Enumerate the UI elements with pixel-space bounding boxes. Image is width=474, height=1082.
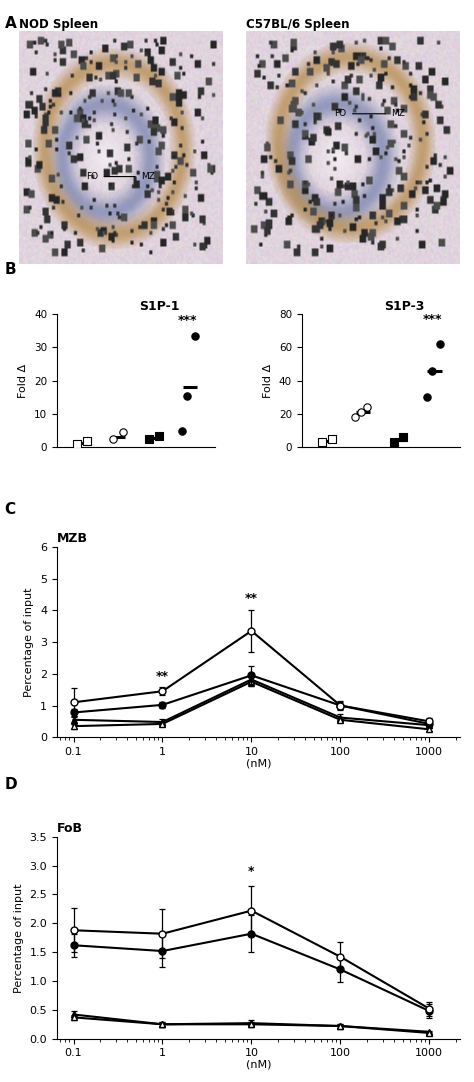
Point <box>183 387 191 405</box>
Point <box>155 427 162 445</box>
Point <box>328 431 336 448</box>
Point <box>319 434 326 451</box>
Point <box>83 432 91 449</box>
Point <box>357 404 365 421</box>
Y-axis label: Percentage of input: Percentage of input <box>25 588 35 697</box>
X-axis label: (nM): (nM) <box>246 758 271 768</box>
Text: FoB: FoB <box>57 821 83 835</box>
Text: B: B <box>5 262 17 277</box>
Point <box>436 335 444 353</box>
Point <box>119 423 127 440</box>
Text: C: C <box>5 502 16 517</box>
Point <box>390 434 398 451</box>
Point <box>191 327 199 344</box>
Text: D: D <box>5 777 18 792</box>
Point <box>364 398 371 415</box>
Point <box>351 409 358 426</box>
Text: C57BL/6 Spleen: C57BL/6 Spleen <box>246 18 350 31</box>
Y-axis label: Percentage of input: Percentage of input <box>14 883 24 992</box>
Text: NOD Spleen: NOD Spleen <box>19 18 98 31</box>
Text: S1P-1: S1P-1 <box>139 300 180 313</box>
Text: MZB: MZB <box>57 532 88 545</box>
Point <box>146 431 153 448</box>
Text: ***: *** <box>422 313 442 326</box>
Point <box>423 388 430 406</box>
Text: MZ: MZ <box>392 109 405 118</box>
Text: *: * <box>248 866 255 879</box>
Text: FO: FO <box>334 109 346 118</box>
Text: ***: *** <box>177 314 197 327</box>
Text: FO: FO <box>86 172 98 181</box>
Text: MZ: MZ <box>141 172 155 181</box>
Point <box>73 435 81 452</box>
Point <box>178 422 186 439</box>
Point <box>428 362 436 380</box>
Text: S1P-3: S1P-3 <box>384 300 424 313</box>
Text: A: A <box>5 16 17 31</box>
X-axis label: (nM): (nM) <box>246 1060 271 1070</box>
Point <box>400 428 407 446</box>
Y-axis label: Fold Δ: Fold Δ <box>264 364 273 397</box>
Point <box>109 431 117 448</box>
Text: **: ** <box>245 593 258 606</box>
Text: **: ** <box>156 670 169 683</box>
Y-axis label: Fold Δ: Fold Δ <box>18 364 28 397</box>
